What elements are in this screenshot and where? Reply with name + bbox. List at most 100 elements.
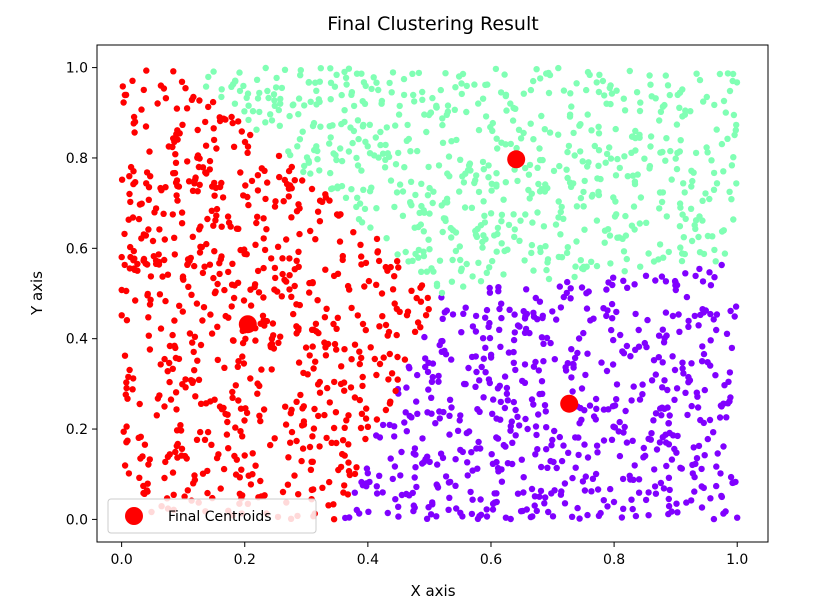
scatter-point [462,380,469,388]
scatter-point [296,230,303,238]
scatter-point [379,489,386,496]
scatter-point [125,470,133,477]
x-axis-ticks: 0.0 0.2 0.4 0.6 0.8 1.0 [110,542,748,568]
scatter-point [275,339,282,346]
scatter-point [386,79,393,87]
scatter-point [237,169,244,176]
scatter-point [687,108,694,115]
scatter-point [307,466,315,473]
scatter-point [394,376,401,383]
scatter-point [225,219,233,226]
scatter-point [244,90,252,97]
scatter-point [169,365,176,372]
scatter-point [259,312,267,319]
scatter-point [580,203,587,210]
scatter-point [409,70,416,78]
scatter-point [549,436,556,444]
scatter-point [189,187,197,194]
scatter-point [537,75,544,82]
scatter-point [257,417,264,425]
scatter-point [613,381,621,388]
scatter-point [156,226,163,233]
scatter-point [277,333,284,340]
scatter-point [564,278,571,286]
scatter-point [321,314,329,321]
scatter-point [172,389,180,396]
scatter-point [350,102,358,110]
scatter-point [439,337,446,345]
scatter-point [432,420,439,427]
scatter-point [568,374,575,381]
scatter-point [208,207,215,214]
scatter-point [317,65,324,72]
scatter-point [146,301,154,308]
scatter-point [439,121,446,129]
scatter-point [357,424,365,432]
scatter-point [535,411,542,418]
scatter-point [277,95,284,103]
scatter-point [475,126,483,134]
scatter-point [456,417,463,424]
scatter-point [613,396,620,403]
scatter-point [173,406,180,413]
scatter-point [610,498,618,506]
scatter-point [631,180,639,188]
scatter-point [640,454,647,461]
scatter-point [162,458,169,466]
scatter-point [584,511,591,519]
scatter-point [240,360,248,367]
scatter-point [461,204,469,211]
scatter-point [383,235,390,242]
scatter-point [567,285,574,292]
scatter-point [202,400,210,407]
scatter-point [538,112,545,120]
scatter-point [671,396,678,403]
scatter-point [611,213,619,220]
scatter-point [236,69,243,76]
scatter-point [467,488,474,496]
scatter-point [228,83,235,91]
scatter-point [607,155,615,162]
scatter-point [178,209,186,216]
scatter-point [325,502,332,509]
scatter-point [716,70,724,78]
scatter-point [713,126,720,133]
scatter-point [579,478,587,485]
scatter-point [293,257,300,264]
scatter-point [730,154,737,161]
scatter-point [620,248,628,255]
scatter-point [665,420,672,427]
scatter-point [347,384,355,391]
scatter-point [551,427,558,435]
scatter-point [241,108,248,115]
scatter-point [324,384,331,392]
scatter-point [239,433,246,440]
scatter-point [732,303,740,310]
scatter-point [214,280,221,288]
scatter-point [351,394,359,401]
scatter-point [671,445,678,453]
scatter-point [395,264,402,271]
scatter-point [593,79,600,86]
scatter-point [511,233,518,241]
scatter-point [254,267,262,275]
scatter-point [386,421,393,429]
scatter-point [439,315,446,322]
scatter-point [229,394,236,401]
scatter-point [437,450,445,457]
scatter-point [639,391,646,398]
scatter-point [144,290,151,298]
scatter-point [593,262,601,270]
scatter-point [373,79,380,86]
scatter-point [660,485,668,492]
scatter-point [557,208,564,216]
scatter-point [353,464,360,471]
scatter-point [691,488,698,495]
scatter-point [207,311,214,318]
scatter-point [145,332,152,339]
scatter-point [702,190,709,197]
scatter-point [340,379,348,386]
scatter-point [269,320,277,327]
scatter-point [676,223,684,230]
scatter-point [330,501,337,508]
